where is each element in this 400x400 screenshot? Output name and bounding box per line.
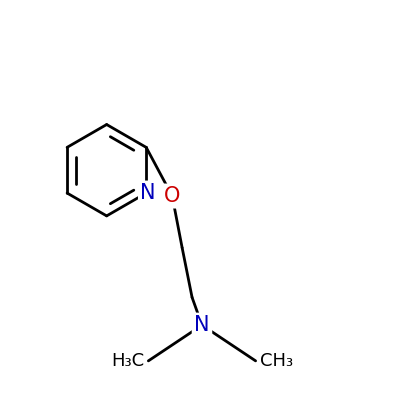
Text: O: O <box>164 186 180 206</box>
Text: N: N <box>140 183 156 203</box>
Text: CH₃: CH₃ <box>260 352 293 370</box>
Text: N: N <box>194 315 210 335</box>
Text: H₃C: H₃C <box>111 352 144 370</box>
